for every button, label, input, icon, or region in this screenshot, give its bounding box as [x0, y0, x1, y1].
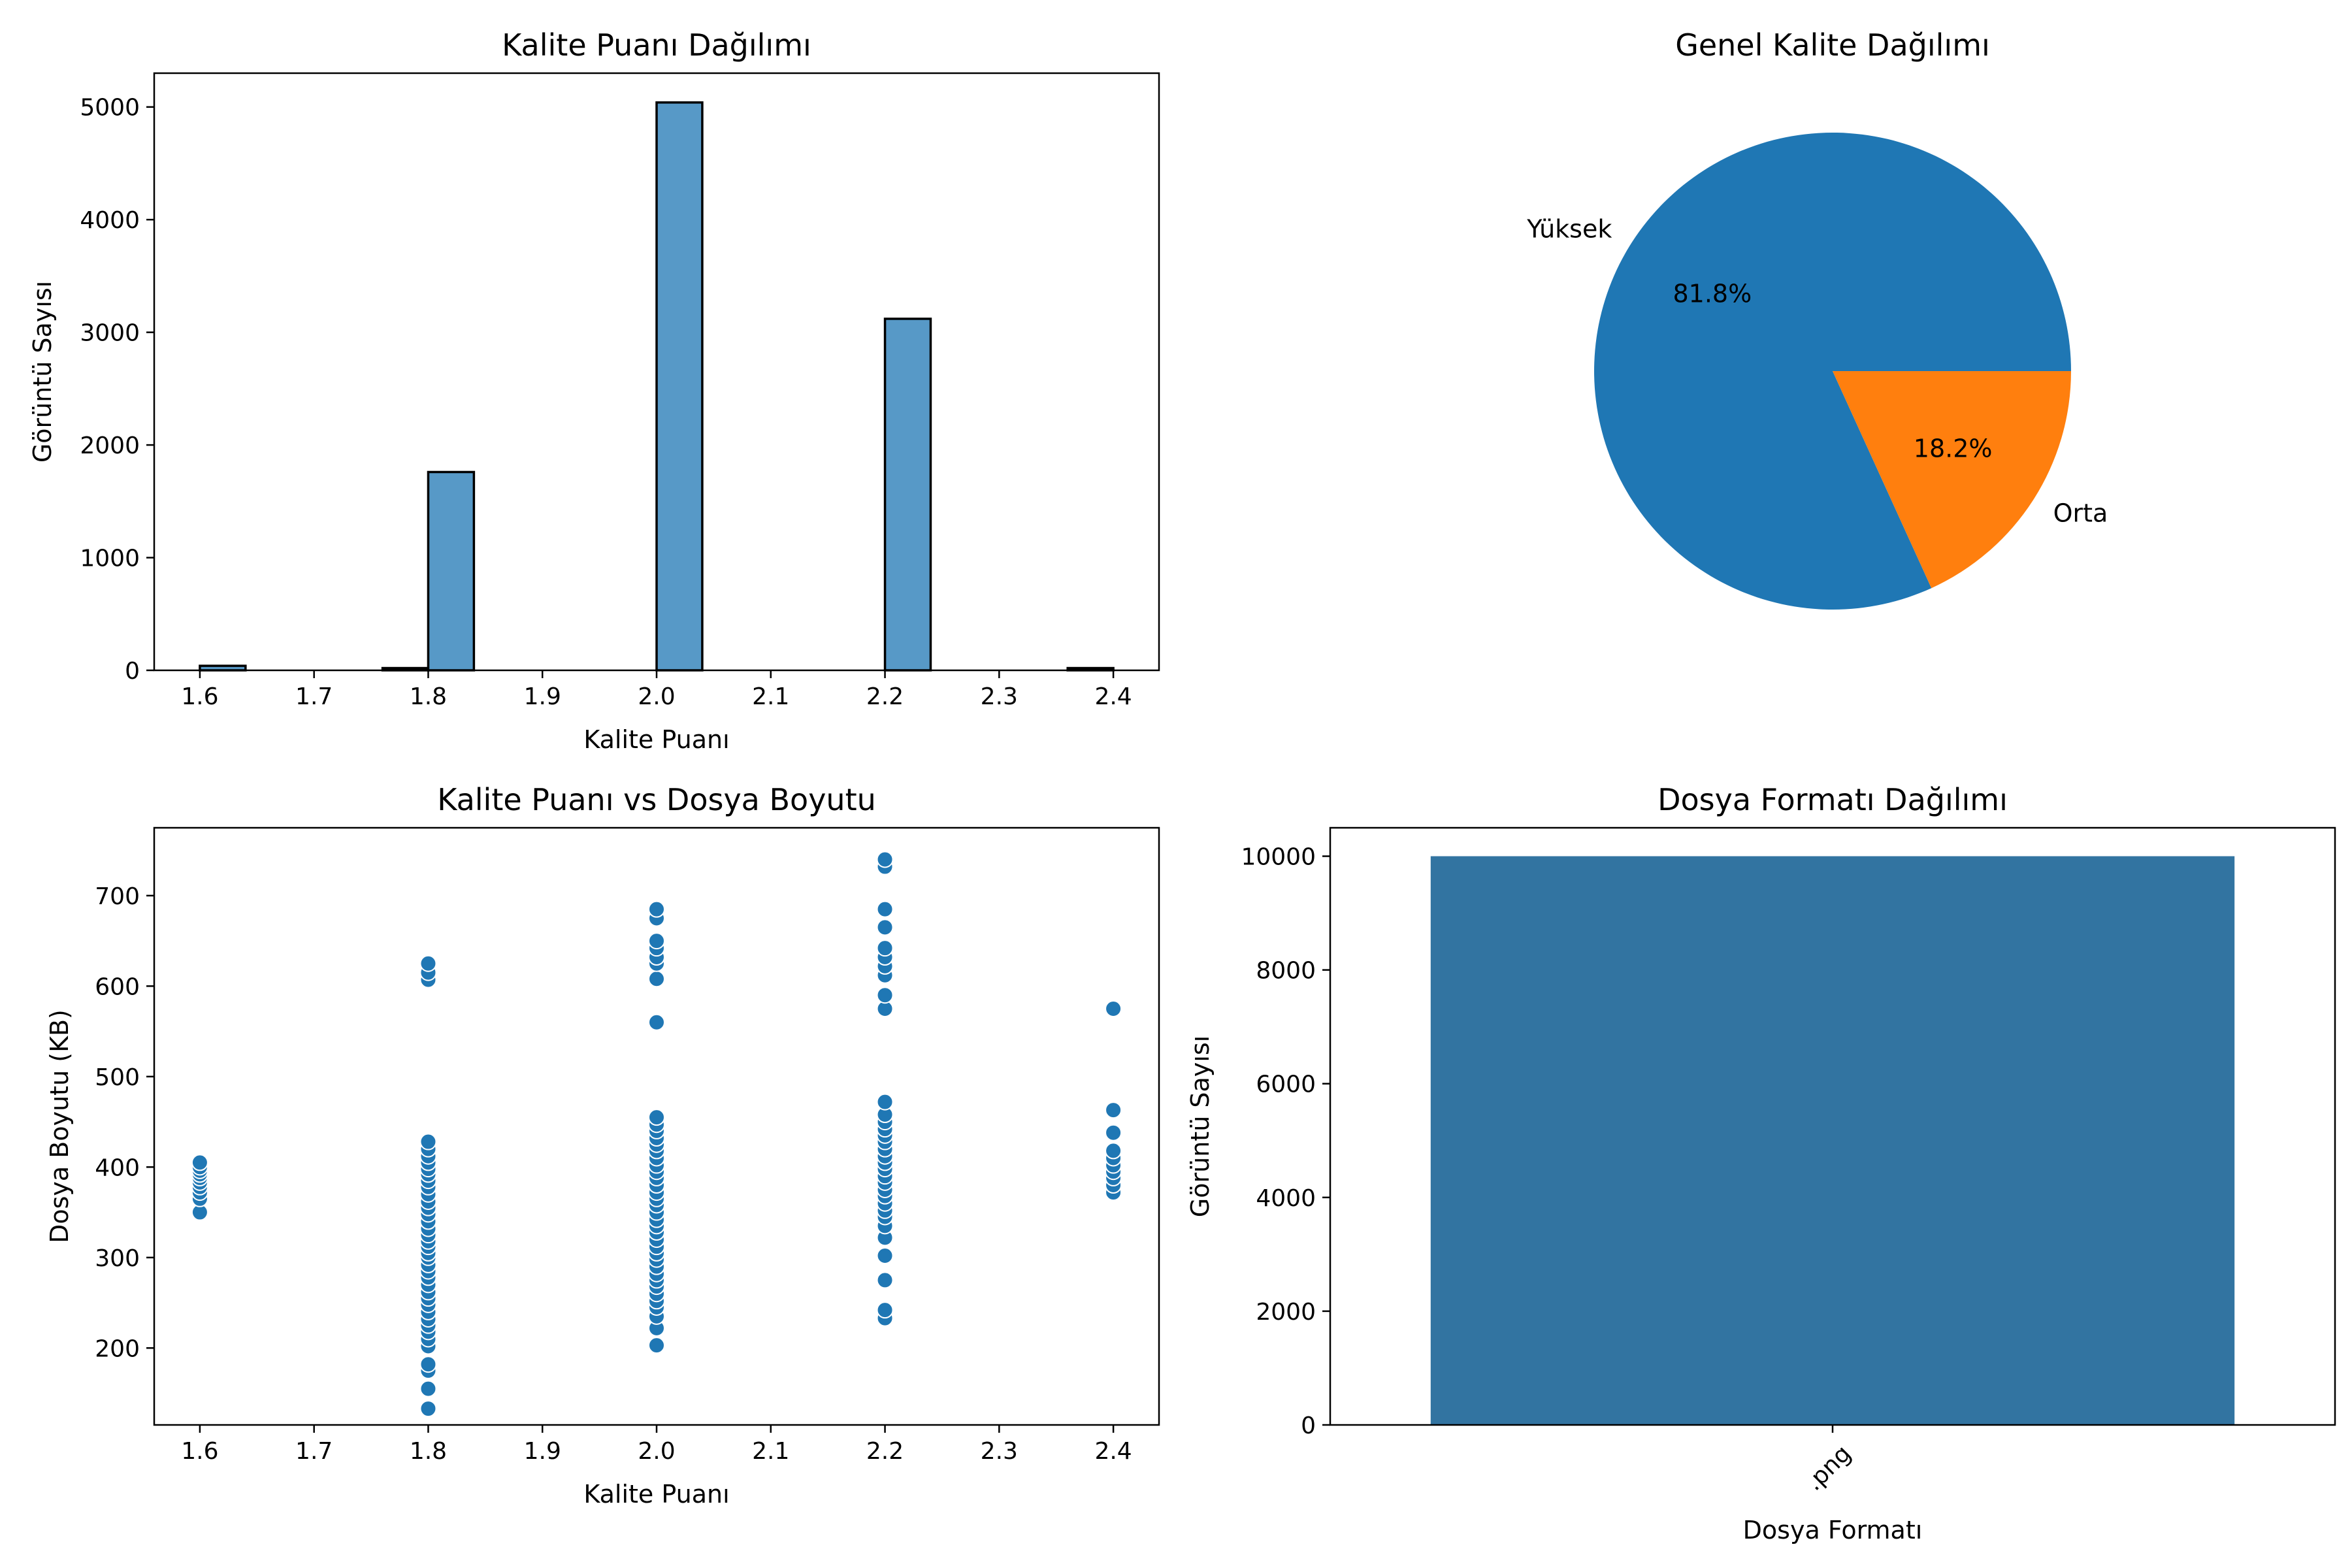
histogram-ytick-label: 0 [125, 658, 140, 685]
histogram-bar [655, 101, 704, 672]
histogram-xtick-label: 2.3 [981, 683, 1018, 710]
scatter-point [419, 955, 437, 972]
format-ytick-label: 8000 [1256, 958, 1316, 985]
scatter-xtick-label: 2.1 [752, 1438, 789, 1465]
scatter-xtick-label: 1.9 [524, 1438, 561, 1465]
pie-percent-label: 81.8% [1673, 279, 1752, 308]
format-ytick-label: 2000 [1256, 1299, 1316, 1326]
histogram-ytick-label: 5000 [80, 95, 140, 122]
format-ytick-label: 10000 [1241, 844, 1316, 871]
histogram-xtick-label: 2.0 [638, 683, 675, 710]
scatter-point [648, 932, 665, 950]
histogram-frame [153, 72, 1160, 672]
histogram-ytick-label: 4000 [80, 207, 140, 234]
scatter-frame [153, 826, 1160, 1426]
scatter-point [419, 1400, 437, 1418]
format-ytick-label: 4000 [1256, 1185, 1316, 1212]
histogram-bar [883, 318, 932, 672]
pie-percent-label: 18.2% [1914, 434, 1993, 463]
histogram-xtick-label: 1.9 [524, 683, 561, 710]
scatter-point [1105, 1102, 1122, 1119]
scatter-point [876, 939, 894, 957]
scatter-point [648, 900, 665, 918]
scatter-xtick-label: 2.0 [638, 1438, 675, 1465]
format-title: Dosya Formatı Dağılımı [1658, 782, 2008, 817]
histogram-xlabel: Kalite Puanı [583, 725, 729, 754]
scatter-ylabel: Dosya Boyutu (KB) [45, 1009, 74, 1243]
histogram-xtick-label: 1.6 [181, 683, 218, 710]
format-xlabel: Dosya Formatı [1743, 1516, 1923, 1544]
histogram-ylabel: Görüntü Sayısı [28, 281, 57, 463]
pie-slice [1833, 371, 2071, 589]
pie-panel: Genel Kalite Dağılımı Yüksek 81.8% Orta 18.… [1526, 27, 2108, 610]
scatter-point [876, 1301, 894, 1319]
scatter-point [648, 1109, 665, 1126]
histogram-title: Kalite Puanı Dağılımı [502, 27, 811, 63]
scatter-point [648, 1337, 665, 1354]
scatter-ytick-label: 200 [95, 1335, 140, 1362]
scatter-xtick-label: 1.6 [181, 1438, 218, 1465]
pie-title: Genel Kalite Dağılımı [1675, 27, 1990, 63]
histogram-ytick-label: 3000 [80, 320, 140, 347]
scatter-point [876, 900, 894, 918]
scatter-panel: Kalite Puanı vs Dosya Boyutu 1.6 1.7 1.8 1.… [45, 782, 1160, 1509]
scatter-point [648, 1013, 665, 1031]
scatter-point [876, 1247, 894, 1265]
scatter-ytick-label: 500 [95, 1064, 140, 1091]
scatter-point [648, 970, 665, 988]
scatter-title: Kalite Puanı vs Dosya Boyutu [437, 782, 876, 817]
pie-label: Orta [2053, 498, 2108, 527]
scatter-ytick-label: 700 [95, 883, 140, 910]
scatter-xtick-label: 2.2 [866, 1438, 904, 1465]
pie-label: Yüksek [1526, 215, 1612, 244]
scatter-point [1105, 1142, 1122, 1160]
scatter-point [191, 1154, 208, 1171]
scatter-ytick-label: 600 [95, 973, 140, 1000]
scatter-point [1105, 1000, 1122, 1017]
scatter-xtick-label: 2.3 [981, 1438, 1018, 1465]
scatter-xlabel: Kalite Puanı [583, 1480, 729, 1509]
histogram-xtick-label: 1.8 [410, 683, 447, 710]
histogram-panel: Kalite Puanı Dağılımı 1.6 1.7 1.8 1.9 2.0 2.1… [28, 27, 1160, 754]
scatter-xtick-label: 2.4 [1094, 1438, 1132, 1465]
format-ylabel: Görüntü Sayısı [1186, 1036, 1215, 1217]
scatter-point [876, 1271, 894, 1289]
scatter-point [419, 1133, 437, 1151]
scatter-point [419, 1380, 437, 1397]
scatter-point [876, 1093, 894, 1111]
scatter-point [1105, 1124, 1122, 1141]
scatter-xtick-label: 1.8 [410, 1438, 447, 1465]
scatter-xtick-label: 1.7 [295, 1438, 333, 1465]
scatter-point [876, 987, 894, 1004]
scatter-point [876, 851, 894, 868]
format-bar [1430, 856, 2235, 1425]
format-frame [1329, 826, 2336, 1426]
histogram-bar [427, 470, 476, 672]
histogram-xtick-label: 2.2 [866, 683, 904, 710]
histogram-xtick-label: 2.1 [752, 683, 789, 710]
format-ytick-label: 0 [1301, 1413, 1316, 1439]
scatter-point [876, 919, 894, 936]
histogram-xtick-label: 2.4 [1094, 683, 1132, 710]
histogram-ytick-label: 2000 [80, 433, 140, 459]
histogram-xtick-label: 1.7 [295, 683, 333, 710]
scatter-ytick-label: 300 [95, 1245, 140, 1272]
format-bar-panel: Dosya Formatı Dağılımı .png 020004000600… [1186, 782, 2336, 1544]
format-ytick-label: 6000 [1256, 1071, 1316, 1098]
histogram-ytick-label: 1000 [80, 546, 140, 572]
scatter-point [419, 1356, 437, 1373]
scatter-ytick-label: 400 [95, 1154, 140, 1181]
